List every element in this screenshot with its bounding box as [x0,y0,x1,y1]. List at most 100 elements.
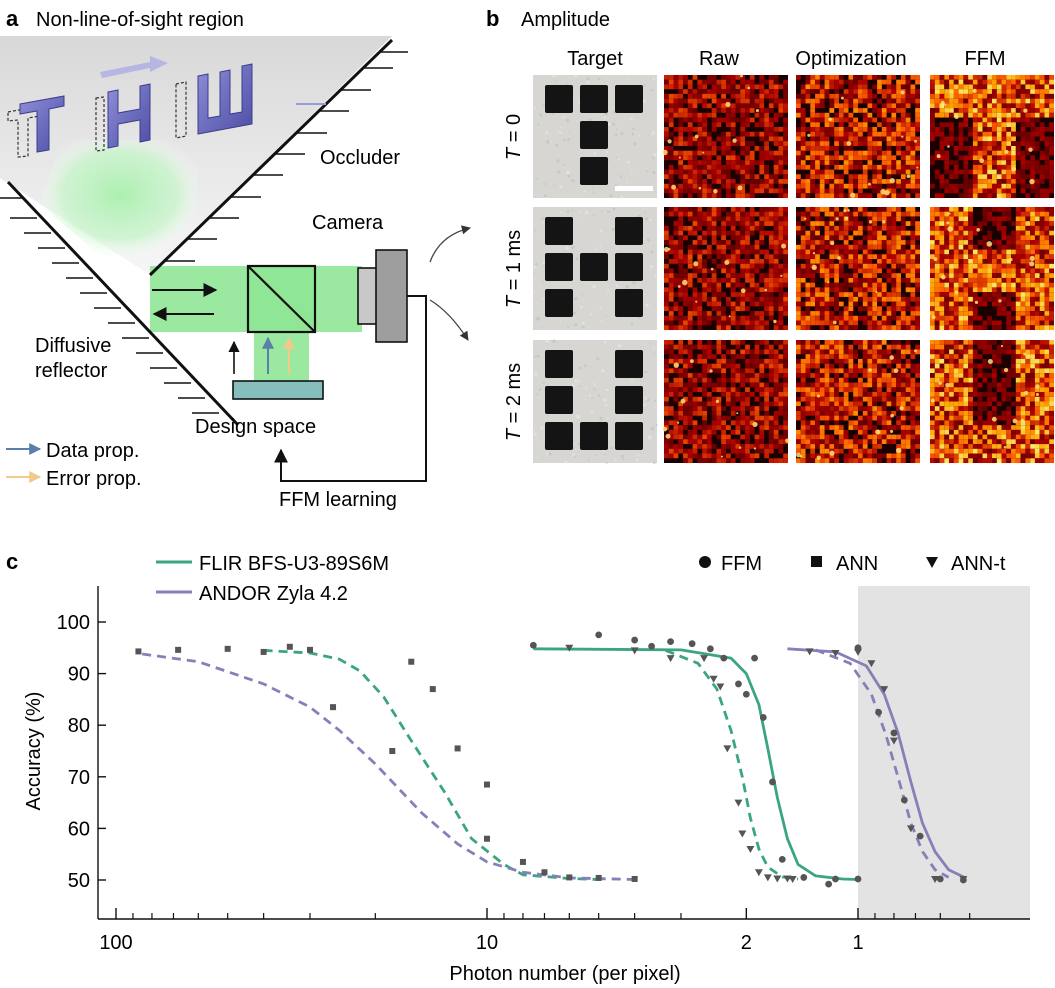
y-tick-label: 70 [68,767,90,789]
target-block [545,422,573,450]
reflector-label-1: Diffusive [35,335,111,357]
data-point-ffm [854,875,862,883]
occluder-label: Occluder [320,147,400,169]
data-point-ffm [751,654,758,662]
data-point-ffm [688,640,696,648]
row-label-1-prefix: T [503,294,525,308]
data-point-ann [286,643,293,650]
col-header-ffm: FFM [964,48,1005,70]
data-point-ffm [769,778,776,786]
reflector-line [6,180,240,427]
data-point-ffm [916,832,924,840]
optimization-amplitude-image [796,340,920,464]
data-point-annt [805,648,814,656]
legend-andor-label: ANDOR Zyla 4.2 [199,583,348,605]
raw-amplitude-image [662,74,788,199]
x-tick-label: 2 [741,932,752,954]
row-label-2: T = 2 ms [503,363,525,441]
x-tick-label: 1 [852,932,863,954]
data-point-annt [763,874,772,882]
data-point-annt [959,875,968,883]
data-point-ann [224,645,231,652]
data-point-annt [716,683,725,691]
data-point-ann [260,648,267,655]
data-point-ffm [832,875,839,883]
data-point-annt [889,737,898,745]
target-block [545,350,573,378]
data-point-ffm [706,645,714,653]
x-axis-label: Photon number (per pixel) [449,963,680,985]
target-image [532,339,658,465]
panel-a-legend: Data prop. Error prop. [6,440,142,490]
target-block [580,253,608,281]
data-point-ffm [890,729,898,737]
accuracy-chart: 50 60 70 80 90 100 100 10 2 1 [57,586,1030,954]
camera [357,249,408,343]
data-point-annt [700,655,709,663]
data-point-annt [723,745,732,753]
thu-target [7,56,326,158]
data-point-ffm [529,641,537,649]
fit-line [815,648,950,879]
reflector-label-2: reflector [35,360,108,382]
data-point-ann [519,858,526,865]
legend-flir-label: FLIR BFS-U3-89S6M [199,553,389,575]
target-block [580,85,608,113]
data-point-ffm [720,654,728,662]
y-axis-label: Accuracy (%) [23,692,45,811]
target-block [545,253,573,281]
optimization-amplitude-image [796,207,920,331]
data-point-annt [931,875,940,883]
target-block [580,422,608,450]
panel-a-title: Non-line-of-sight region [36,9,244,31]
data-point-ann [135,648,142,655]
design-space-label: Design space [195,416,316,438]
data-point-ann [429,686,436,693]
amplitude-image-grid [532,74,1054,465]
legend-ann-marker [811,556,822,567]
target-block [545,85,573,113]
target-block [615,350,643,378]
fit-line [533,647,859,881]
data-point-ffm [648,642,656,650]
legend-ffm-label: FFM [721,553,762,575]
target-block [615,253,643,281]
data-point-annt [738,830,747,838]
ffm-loop-arrow [274,295,427,482]
y-tick-label: 50 [68,870,90,892]
row-label-0-rest: = 0 [503,114,525,148]
panel-b-letter: b [486,6,499,31]
raw-amplitude-image [662,340,790,464]
col-header-optimization: Optimization [795,48,906,70]
legend-data-label: Data prop. [46,440,139,462]
target-block [615,289,643,317]
data-point-ann [484,781,490,788]
panel-c-letter: c [6,549,18,574]
svg-text:T = 0: T = 0 [503,114,525,160]
data-point-ffm [735,680,742,688]
row-label-2-prefix: T [503,427,525,441]
fit-line [263,649,599,881]
data-point-ffm [595,631,603,639]
data-point-ffm [825,880,833,888]
data-point-annt [734,799,743,807]
data-point-annt [867,660,876,668]
target-block [615,422,643,450]
scale-bar [615,186,653,191]
data-point-annt [906,825,915,833]
data-point-ffm [875,708,882,716]
data-point-ann [408,658,415,665]
target-block [615,386,643,414]
panel-c: c FLIR BFS-U3-89S6M ANDOR Zyla 4.2 FFM A… [6,549,1030,985]
panel-b: b Amplitude Target Raw Optimization FFM … [486,6,1054,465]
panel-a: a Non-line-of-sight region Occluder [0,6,471,511]
data-point-ffm [667,638,674,646]
data-point-ffm [759,714,767,721]
legend-ffm-marker [699,556,711,568]
panel-a-letter: a [6,6,19,31]
beam-cone [40,140,200,262]
fit-line [142,652,635,881]
ffm-amplitude-image [930,207,1054,331]
data-point-ann [454,745,461,752]
